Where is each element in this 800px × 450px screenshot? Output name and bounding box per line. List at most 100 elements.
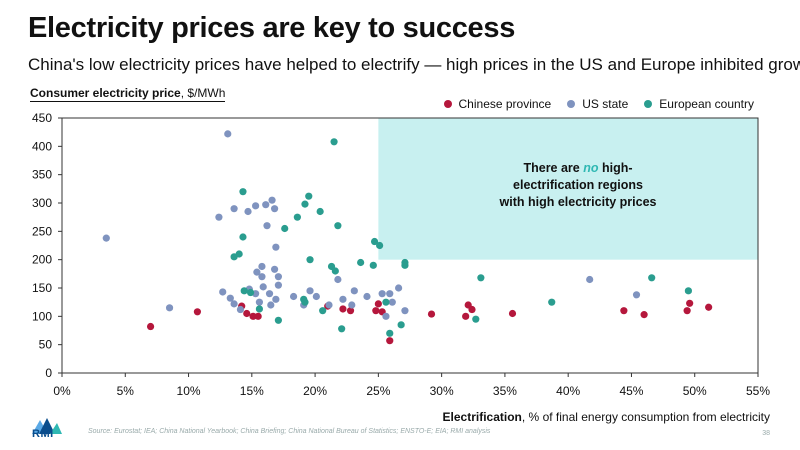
data-point-us [272,295,280,303]
data-point-us [339,295,347,303]
data-point-china [683,307,691,315]
data-point-europe [386,329,394,337]
data-point-us [274,281,282,289]
data-point-us [224,130,232,138]
data-point-europe [401,258,409,267]
data-point-us [236,305,245,314]
y-tick-label: 400 [32,139,52,153]
data-point-china [146,322,155,331]
data-point-china [372,307,380,315]
chart-annotation: There are no high- electrification regio… [478,160,678,211]
legend-label-europe: European country [659,97,754,111]
y-axis-label-unit: , $/MWh [180,86,226,100]
data-point-europe [246,288,255,297]
data-point-europe [334,222,342,230]
data-point-china [386,337,394,345]
data-point-us [263,222,271,230]
x-tick-label: 55% [746,384,770,398]
data-point-europe [239,188,247,196]
data-point-us [265,290,274,298]
y-tick-label: 200 [32,253,52,267]
legend-item-us: US state [567,97,628,111]
y-tick-label: 450 [32,111,52,125]
data-point-us [259,283,267,291]
data-point-europe [548,298,556,306]
data-point-europe [274,316,282,324]
annotation-line1-pre: There are [523,161,584,175]
x-tick-label: 30% [430,384,454,398]
source-note: Source: Eurostat; IEA; China National Ye… [88,428,491,435]
y-axis-label-bold: Consumer electricity price [30,86,181,100]
x-tick-label: 50% [683,384,707,398]
y-tick-label: 0 [45,366,52,380]
data-point-china [249,312,257,320]
data-point-us [274,273,282,281]
page-title: Electricity prices are key to success [28,12,516,44]
data-point-europe [239,233,247,241]
annotation-line1-post: high- [598,161,633,175]
y-tick-label: 100 [32,309,52,323]
data-point-china [254,312,262,320]
data-point-europe [472,315,480,323]
data-point-us [382,312,390,320]
data-point-us [312,292,320,301]
rmi-logo-text: RMI [32,428,54,440]
y-tick-label: 50 [39,338,53,352]
data-point-china [686,299,694,307]
data-point-china [705,303,713,311]
data-point-europe [255,305,264,313]
data-point-us [270,265,279,273]
legend-dot-us [567,100,576,108]
data-point-china [462,312,470,320]
data-point-us [267,301,275,309]
data-point-us [586,275,594,284]
data-point-us [255,298,264,306]
y-tick-label: 300 [32,196,52,210]
legend-label-china: Chinese province [458,97,552,111]
data-point-us [289,292,298,301]
legend-label-us: US state [582,97,629,111]
data-point-us [334,275,342,284]
data-point-europe [382,298,390,306]
data-point-us [230,300,238,308]
x-tick-label: 15% [240,384,264,398]
data-point-us [252,202,260,210]
legend-item-europe: European country [644,97,754,111]
data-point-us [378,290,386,298]
x-axis-label: Electrification, % of final energy consu… [443,410,770,424]
data-point-china [468,305,476,314]
data-point-us [262,201,270,209]
data-point-us [268,196,276,204]
data-point-us [350,287,358,295]
x-tick-label: 5% [117,384,135,398]
data-point-europe [357,258,365,267]
legend-item-china: Chinese province [443,97,552,111]
data-point-europe [305,192,313,200]
page-number: 38 [762,430,770,437]
data-point-china [374,300,382,308]
x-axis-label-bold: Electrification [442,410,522,424]
legend-dot-china [443,100,452,108]
data-point-europe [397,321,405,329]
x-tick-label: 0% [53,384,71,398]
data-point-europe [648,274,656,282]
data-point-europe [301,200,309,208]
x-tick-label: 10% [177,384,201,398]
data-point-us [401,307,409,315]
data-point-europe [293,213,301,221]
data-point-us [253,268,261,276]
data-point-europe [331,267,339,275]
chart-legend: Chinese province US state European count… [443,97,754,111]
data-point-europe [477,274,485,282]
highlight-region [378,118,758,260]
y-tick-label: 250 [32,224,52,238]
data-point-us [270,205,279,213]
data-point-us [258,273,266,281]
page-subtitle: China's low electricity prices have help… [28,55,800,74]
data-point-us [226,294,234,302]
data-point-europe [330,138,338,146]
data-point-us [388,298,396,306]
data-point-china [640,311,648,319]
data-point-europe [684,287,693,295]
